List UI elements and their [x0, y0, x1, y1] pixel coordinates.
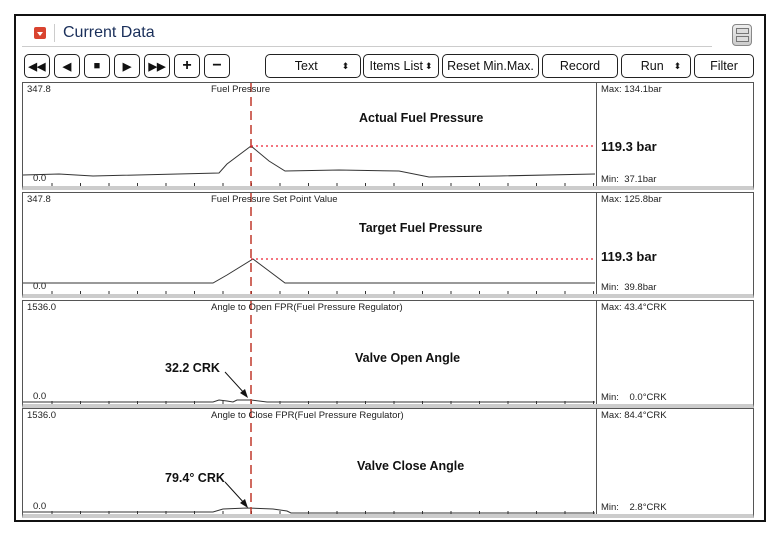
y-min-label: 0.0: [33, 391, 47, 402]
zoom-out-icon: −: [212, 57, 222, 74]
cursor-value: 119.3 bar: [601, 139, 657, 154]
items-list-label: Items List: [369, 59, 423, 73]
y-max-label: 1536.0: [27, 410, 57, 421]
stop-button[interactable]: ■: [84, 54, 110, 78]
annotation-label: Target Fuel Pressure: [359, 221, 483, 235]
y-min-label: 0.0: [33, 501, 47, 512]
stop-icon: ■: [93, 60, 101, 72]
zoom-out-button[interactable]: −: [204, 54, 230, 78]
min-max-info: Max: 43.4°CRK Min: 0.0°CRK: [596, 301, 755, 404]
window-title: Current Data: [63, 24, 155, 41]
graph-panel[interactable]: 1536.0 0.0 Angle to Close FPR(Fuel Pressur…: [22, 408, 754, 518]
min-value: Min: 37.1bar: [601, 174, 657, 185]
y-max-label: 347.8: [27, 194, 51, 205]
spinner-icon: ⬍: [424, 60, 433, 71]
spinner-icon: ⬍: [673, 60, 682, 71]
max-value: Max: 134.1bar: [601, 84, 662, 95]
cursor-value: 119.3 bar: [601, 249, 657, 264]
min-value: Min: 0.0°CRK: [601, 392, 667, 403]
signal-trace: [23, 507, 595, 514]
min-value: Min: 2.8°CRK: [601, 502, 667, 513]
view-mode-label: Text: [294, 59, 318, 73]
annotation-label: Valve Open Angle: [355, 351, 461, 365]
zoom-in-button[interactable]: +: [174, 54, 200, 78]
y-max-label: 347.8: [27, 84, 51, 95]
step-forward-button[interactable]: ▶: [114, 54, 140, 78]
y-max-label: 1536.0: [27, 302, 57, 313]
signal-trace: [23, 145, 596, 178]
run-select[interactable]: Run ⬍: [621, 54, 691, 78]
arrow-head-icon: [240, 389, 248, 398]
min-value: Min: 39.8bar: [601, 282, 657, 293]
graph-plot: [23, 301, 595, 404]
rewind-button[interactable]: ◀◀: [24, 54, 50, 78]
callout-label: 79.4° CRK: [165, 471, 225, 485]
max-value: Max: 43.4°CRK: [601, 302, 667, 313]
min-max-info: Max: 84.4°CRK Min: 2.8°CRK: [596, 409, 755, 514]
signal-name: Fuel Pressure Set Point Value: [211, 194, 338, 205]
divider: [54, 24, 55, 42]
filter-button[interactable]: Filter: [694, 54, 754, 78]
graph-plot: [23, 409, 595, 514]
spinner-icon: ⬍: [341, 60, 350, 71]
graph-plot: [23, 83, 596, 186]
min-max-info: Max: 125.8bar 119.3 bar Min: 39.8bar: [596, 193, 755, 294]
graph-panel[interactable]: 347.8 0.0 Fuel Pressure Set Point Value Tar…: [22, 192, 754, 298]
zoom-in-icon: +: [182, 57, 192, 74]
menu-dropdown-icon[interactable]: [34, 27, 46, 39]
min-max-info: Max: 134.1bar 119.3 bar Min: 37.1bar: [596, 83, 755, 186]
rewind-icon: ◀◀: [28, 60, 46, 73]
graph-panel[interactable]: 1536.0 0.0 Angle to Open FPR(Fuel Pressure…: [22, 300, 754, 408]
callout-label: 32.2 CRK: [165, 361, 220, 375]
title-bar: Current Data: [22, 20, 712, 47]
annotation-label: Actual Fuel Pressure: [359, 111, 484, 125]
signal-name: Fuel Pressure: [211, 84, 271, 95]
y-min-label: 0.0: [33, 281, 47, 292]
step-back-icon: ◀: [62, 60, 72, 73]
y-min-label: 0.0: [33, 173, 47, 184]
fast-forward-button[interactable]: ▶▶: [144, 54, 170, 78]
layout-toggle-icon[interactable]: [732, 24, 752, 46]
annotation-label: Valve Close Angle: [357, 459, 465, 473]
signal-name: Angle to Open FPR(Fuel Pressure Regulato…: [211, 302, 403, 313]
items-list-select[interactable]: Items List ⬍: [363, 54, 439, 78]
signal-trace: [23, 258, 595, 284]
record-button[interactable]: Record: [542, 54, 618, 78]
view-mode-select[interactable]: Text ⬍: [265, 54, 361, 78]
reset-min-max-button[interactable]: Reset Min.Max.: [442, 54, 539, 78]
fast-forward-icon: ▶▶: [148, 60, 166, 73]
signal-name: Angle to Close FPR(Fuel Pressure Regulat…: [211, 410, 404, 421]
run-label: Run: [640, 59, 664, 73]
callout-arrow: [224, 371, 246, 395]
max-value: Max: 125.8bar: [601, 194, 662, 205]
callout-arrow: [224, 481, 246, 505]
arrow-head-icon: [240, 499, 248, 508]
graph-panel[interactable]: 347.8 0.0 Fuel Pressure Actual Fuel Pressur…: [22, 82, 754, 190]
max-value: Max: 84.4°CRK: [601, 410, 667, 421]
step-forward-icon: ▶: [122, 60, 132, 73]
step-back-button[interactable]: ◀: [54, 54, 80, 78]
signal-trace: [23, 399, 595, 403]
graph-plot: [23, 193, 596, 294]
